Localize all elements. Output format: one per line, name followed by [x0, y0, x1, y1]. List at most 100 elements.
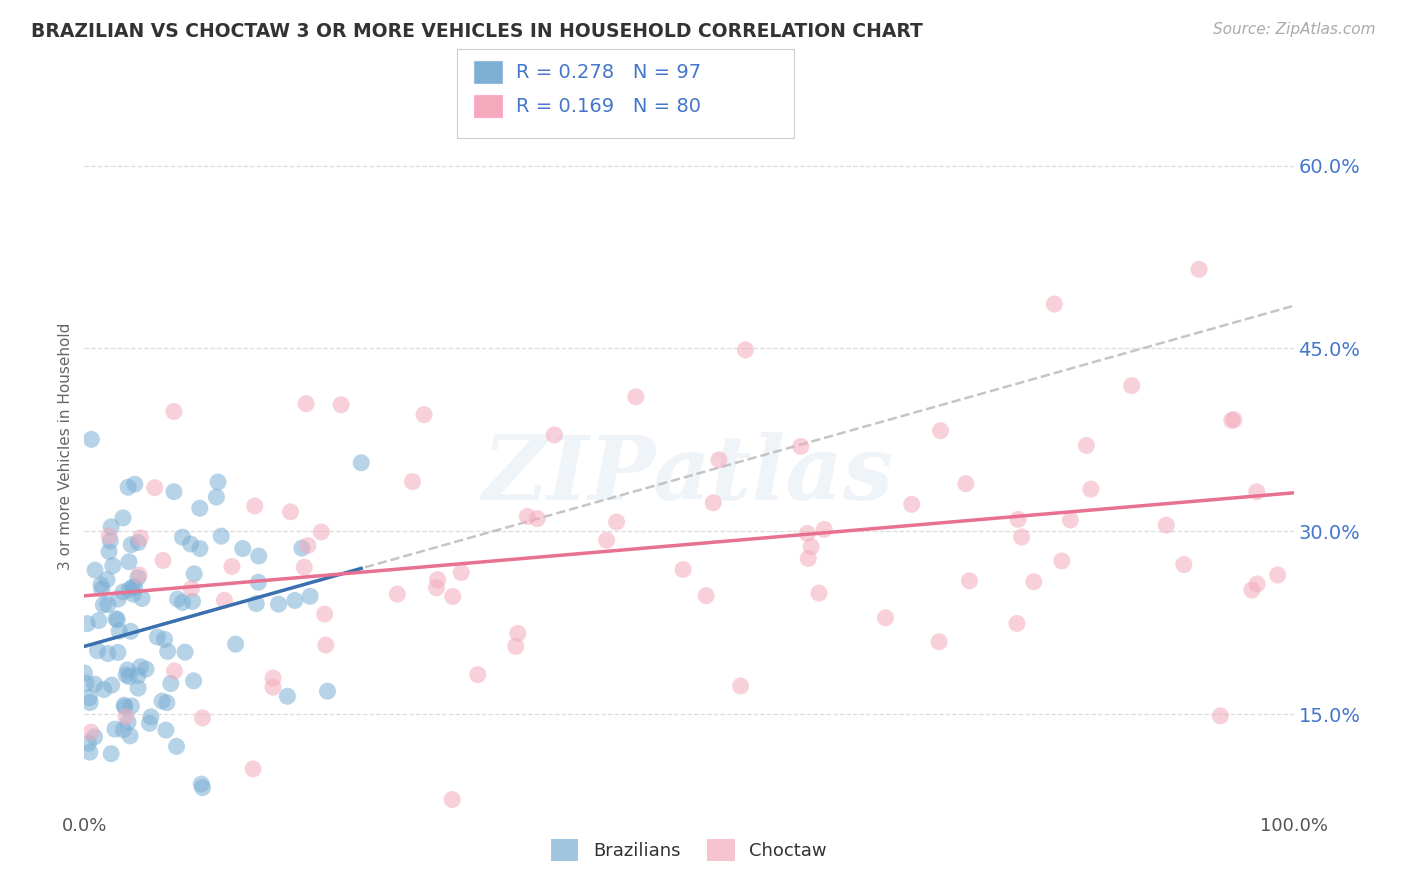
Point	[247, 575, 270, 590]
Point	[90, 578, 112, 592]
Point	[129, 531, 152, 545]
Point	[467, 667, 489, 681]
Point	[441, 792, 464, 806]
Point	[115, 709, 138, 723]
Point	[214, 593, 236, 607]
Point	[100, 747, 122, 761]
Point	[730, 679, 752, 693]
Point	[146, 630, 169, 644]
Point	[1121, 378, 1143, 392]
Point	[183, 673, 205, 688]
Point	[516, 509, 538, 524]
Point	[1173, 558, 1195, 572]
Point	[188, 541, 211, 556]
Point	[267, 597, 290, 611]
Point	[1059, 513, 1081, 527]
Point	[101, 558, 124, 573]
Point	[100, 678, 122, 692]
Point	[188, 501, 211, 516]
Point	[1022, 574, 1045, 589]
Point	[174, 645, 197, 659]
Point	[1267, 568, 1289, 582]
Point	[127, 681, 149, 695]
Point	[425, 581, 447, 595]
Point	[156, 696, 179, 710]
Point	[172, 595, 194, 609]
Point	[183, 566, 205, 581]
Point	[117, 480, 139, 494]
Point	[152, 553, 174, 567]
Point	[1050, 554, 1073, 568]
Point	[450, 566, 472, 580]
Point	[127, 535, 149, 549]
Point	[350, 456, 373, 470]
Point	[928, 634, 950, 648]
Point	[112, 698, 135, 713]
Text: R = 0.169   N = 80: R = 0.169 N = 80	[516, 96, 702, 116]
Point	[98, 544, 121, 558]
Point	[163, 484, 186, 499]
Point	[1220, 413, 1243, 427]
Point	[191, 711, 214, 725]
Point	[104, 612, 127, 626]
Point	[97, 598, 120, 612]
Point	[117, 663, 139, 677]
Point	[426, 573, 449, 587]
Point	[1188, 262, 1211, 277]
Point	[124, 477, 146, 491]
Point	[120, 729, 142, 743]
Point	[929, 424, 952, 438]
Point	[118, 582, 141, 597]
Point	[800, 540, 823, 554]
Point	[672, 562, 695, 576]
Point	[205, 490, 228, 504]
Point	[120, 538, 142, 552]
Point	[221, 559, 243, 574]
Point	[315, 638, 337, 652]
Point	[111, 511, 134, 525]
Point	[506, 626, 529, 640]
Point	[172, 530, 194, 544]
Point	[807, 586, 830, 600]
Point	[441, 590, 464, 604]
Point	[314, 607, 336, 621]
Point	[209, 529, 232, 543]
Point	[292, 560, 315, 574]
Point	[96, 573, 118, 587]
Point	[84, 563, 107, 577]
Point	[163, 664, 186, 678]
Point	[813, 522, 835, 536]
Point	[796, 526, 818, 541]
Point	[76, 616, 98, 631]
Text: Source: ZipAtlas.com: Source: ZipAtlas.com	[1212, 22, 1375, 37]
Point	[166, 592, 188, 607]
Point	[117, 715, 139, 730]
Point	[112, 584, 135, 599]
Point	[118, 670, 141, 684]
Point	[1043, 297, 1066, 311]
Point	[789, 439, 811, 453]
Point	[107, 613, 129, 627]
Text: ZIPatlas: ZIPatlas	[484, 432, 894, 518]
Point	[243, 499, 266, 513]
Point	[127, 668, 149, 682]
Point	[155, 723, 177, 737]
Point	[232, 541, 254, 556]
Point	[413, 408, 436, 422]
Point	[702, 496, 724, 510]
Point	[156, 644, 179, 658]
Point	[131, 591, 153, 606]
Point	[115, 668, 138, 682]
Point	[107, 645, 129, 659]
Point	[166, 739, 188, 754]
Point	[97, 647, 120, 661]
Point	[153, 632, 176, 647]
Point	[1156, 518, 1178, 533]
Point	[180, 537, 202, 551]
Point	[98, 534, 121, 549]
Point	[875, 611, 897, 625]
Text: R = 0.278   N = 97: R = 0.278 N = 97	[516, 62, 702, 82]
Point	[191, 780, 214, 795]
Point	[75, 676, 97, 690]
Point	[79, 696, 101, 710]
